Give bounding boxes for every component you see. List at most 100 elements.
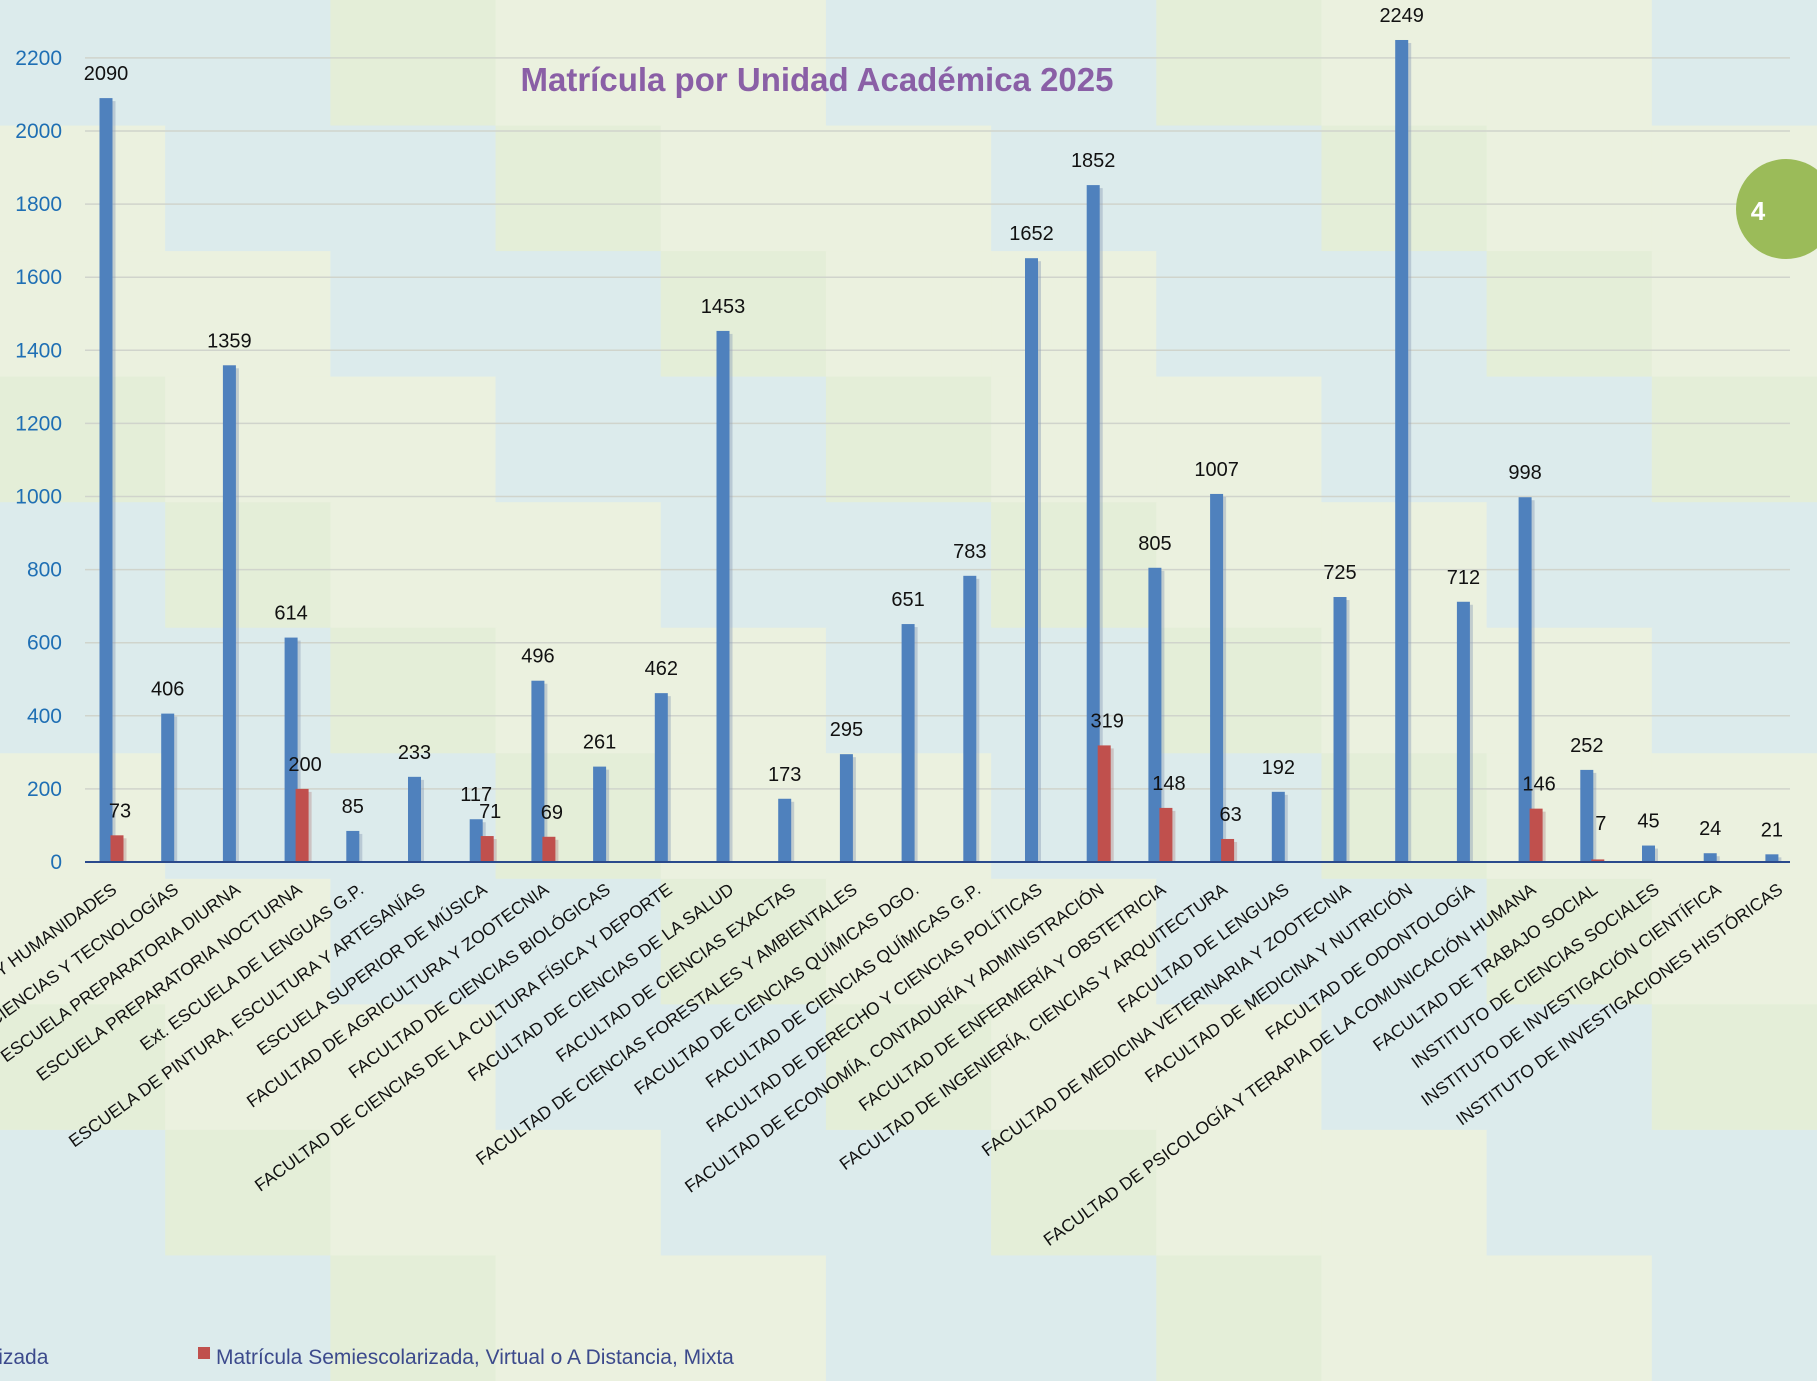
- data-label-escolarizada: 1359: [207, 330, 252, 352]
- y-tick-label: 1200: [15, 412, 62, 435]
- y-tick-label: 2200: [15, 47, 62, 70]
- background-tile: [991, 251, 1158, 378]
- background-tile: [330, 1129, 497, 1257]
- background-tile: [165, 0, 332, 127]
- data-label-semiescolarizada: 69: [541, 802, 563, 824]
- bar-escolarizada: [531, 680, 545, 862]
- data-label-escolarizada: 117: [460, 784, 492, 806]
- background-tile: [1486, 1129, 1653, 1257]
- bar-semiescolarizada: [1159, 807, 1173, 862]
- bar-semiescolarizada: [1529, 808, 1543, 862]
- background-tile: [1486, 753, 1653, 880]
- bar-escolarizada: [284, 637, 298, 862]
- data-label-escolarizada: 233: [398, 742, 431, 764]
- background-tile: [495, 251, 662, 378]
- background-tile: [495, 1129, 662, 1257]
- background-tile: [1651, 878, 1817, 1006]
- y-axis: 0 200 400 600 800 1000 1200 1400 1600 1800 2000 220…: [15, 47, 62, 874]
- data-label-semiescolarizada: 7: [1595, 813, 1606, 835]
- bars: [99, 39, 1782, 863]
- bar-escolarizada: [1148, 567, 1162, 862]
- background-tile: [0, 627, 167, 755]
- background-tile: [330, 376, 497, 504]
- background-tile: [1156, 125, 1323, 253]
- bar-escolarizada: [839, 754, 853, 862]
- background-tile: [330, 878, 497, 1006]
- background-tile: [495, 753, 662, 880]
- background-tile: [165, 1129, 332, 1257]
- background-tile: [825, 878, 993, 1006]
- data-label-escolarizada: 45: [1637, 811, 1659, 833]
- y-tick-label: 400: [27, 705, 62, 728]
- background-tile: [660, 753, 827, 880]
- background-tile: [1321, 1255, 1488, 1381]
- data-label-semiescolarizada: 200: [288, 754, 321, 776]
- background-tile: [330, 1004, 497, 1131]
- y-tick-label: 1400: [15, 339, 62, 362]
- background-tile: [825, 1129, 993, 1257]
- data-label-escolarizada: 192: [1262, 757, 1295, 779]
- data-label-escolarizada: 21: [1761, 819, 1783, 841]
- background-tile: [330, 1255, 497, 1381]
- background-tile: [330, 502, 497, 629]
- background-tile: [165, 125, 332, 253]
- background-tile: [1651, 1004, 1817, 1131]
- bar-escolarizada: [346, 830, 360, 862]
- data-label-escolarizada: 85: [342, 796, 364, 818]
- data-label-escolarizada: 805: [1138, 533, 1171, 555]
- bar-semiescolarizada: [1591, 859, 1605, 862]
- data-label-escolarizada: 252: [1570, 735, 1603, 757]
- data-label-escolarizada: 783: [953, 541, 986, 563]
- background-tile: [1156, 1004, 1323, 1131]
- data-label-escolarizada: 651: [891, 589, 924, 611]
- y-tick-label: 0: [50, 851, 62, 874]
- bar-semiescolarizada: [295, 788, 309, 862]
- bar-escolarizada: [1456, 601, 1470, 862]
- chart-title: Matrícula por Unidad Académica 2025: [521, 61, 1114, 98]
- background-tile: [1486, 125, 1653, 253]
- bar-escolarizada: [408, 776, 421, 862]
- y-tick-label: 1000: [15, 486, 62, 509]
- background-tile: [1651, 1255, 1817, 1381]
- background-tile: [660, 1004, 827, 1131]
- background-tile: [495, 0, 662, 127]
- background-tile: [991, 125, 1158, 253]
- background-tile: [0, 376, 167, 504]
- background-tile: [660, 1129, 827, 1257]
- background-tile: [1321, 1004, 1488, 1131]
- bar-escolarizada: [1518, 497, 1532, 862]
- background-tile: [660, 125, 827, 253]
- data-label-semiescolarizada: 63: [1219, 804, 1241, 826]
- background-tile: [991, 376, 1158, 504]
- data-label-escolarizada: 614: [274, 603, 307, 625]
- bar-escolarizada: [1333, 597, 1347, 862]
- background-tile: [0, 125, 167, 253]
- data-label-escolarizada: 1007: [1194, 459, 1239, 481]
- background-tile: [1486, 627, 1653, 755]
- background-tile: [1486, 878, 1653, 1006]
- background-tile: [991, 0, 1158, 127]
- background-tile: [1651, 753, 1817, 880]
- data-label-escolarizada: 2249: [1379, 5, 1424, 27]
- y-tick-label: 800: [27, 559, 62, 582]
- background-tile: [1651, 502, 1817, 629]
- y-tick-label: 1600: [15, 266, 62, 289]
- bar-escolarizada: [1703, 853, 1717, 862]
- background-tile: [825, 376, 993, 504]
- background-tile: [1156, 251, 1323, 378]
- page-badge: 4: [1736, 159, 1817, 259]
- data-label-semiescolarizada: 148: [1152, 773, 1185, 795]
- background-tile: [660, 878, 827, 1006]
- background-tile: [1156, 753, 1323, 880]
- bar-semiescolarizada: [480, 836, 494, 862]
- background-tile: [991, 1004, 1158, 1131]
- y-tick-label: 1800: [15, 193, 62, 216]
- bar-semiescolarizada: [1221, 838, 1235, 862]
- background-tile: [0, 1129, 167, 1257]
- background-tile: [991, 878, 1158, 1006]
- y-tick-label: 600: [27, 632, 62, 655]
- data-label-escolarizada: 1652: [1009, 223, 1054, 245]
- y-tick-label: 200: [27, 778, 62, 801]
